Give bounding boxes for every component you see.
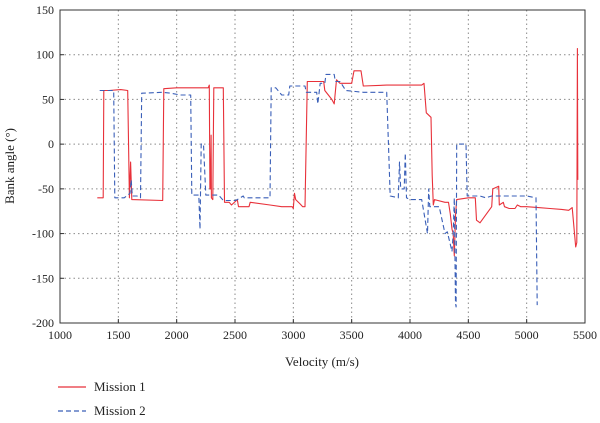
legend-label-mission-1: Mission 1 bbox=[94, 379, 146, 394]
y-tick-label: 50 bbox=[42, 92, 54, 106]
x-tick-label: 5500 bbox=[573, 328, 597, 342]
grid-lines bbox=[60, 10, 585, 323]
y-tick-label: 100 bbox=[36, 48, 54, 62]
legend-label-mission-2: Mission 2 bbox=[94, 403, 146, 418]
y-tick-label: -100 bbox=[32, 227, 54, 241]
x-tick-label: 4000 bbox=[398, 328, 422, 342]
y-tick-label: -50 bbox=[38, 182, 54, 196]
plot-frame bbox=[59, 9, 586, 324]
y-axis-ticks: -200 -150 -100 -50 0 50 100 150 bbox=[32, 3, 64, 330]
y-tick-label: -150 bbox=[32, 271, 54, 285]
series-line-mission-1 bbox=[97, 47, 579, 257]
x-tick-label: 5000 bbox=[515, 328, 539, 342]
x-axis-ticks: 1000 1500 2000 2500 3000 3500 4000 4500 5000 5500 bbox=[48, 319, 597, 342]
x-tick-label: 4500 bbox=[456, 328, 480, 342]
y-tick-label: 0 bbox=[48, 137, 54, 151]
y-tick-label: 150 bbox=[36, 3, 54, 17]
legend: Mission 1 Mission 2 bbox=[58, 379, 146, 418]
plot-area bbox=[60, 10, 585, 323]
x-tick-label: 3000 bbox=[281, 328, 305, 342]
x-tick-label: 1000 bbox=[48, 328, 72, 342]
x-tick-label: 2500 bbox=[223, 328, 247, 342]
x-tick-label: 1500 bbox=[106, 328, 130, 342]
series-line-mission-2 bbox=[99, 73, 538, 308]
x-tick-label: 2000 bbox=[165, 328, 189, 342]
x-tick-label: 3500 bbox=[340, 328, 364, 342]
y-axis-label: Bank angle (°) bbox=[2, 128, 17, 204]
x-axis-label: Velocity (m/s) bbox=[285, 354, 359, 369]
y-tick-label: -200 bbox=[32, 316, 54, 330]
series-layer bbox=[97, 47, 579, 308]
